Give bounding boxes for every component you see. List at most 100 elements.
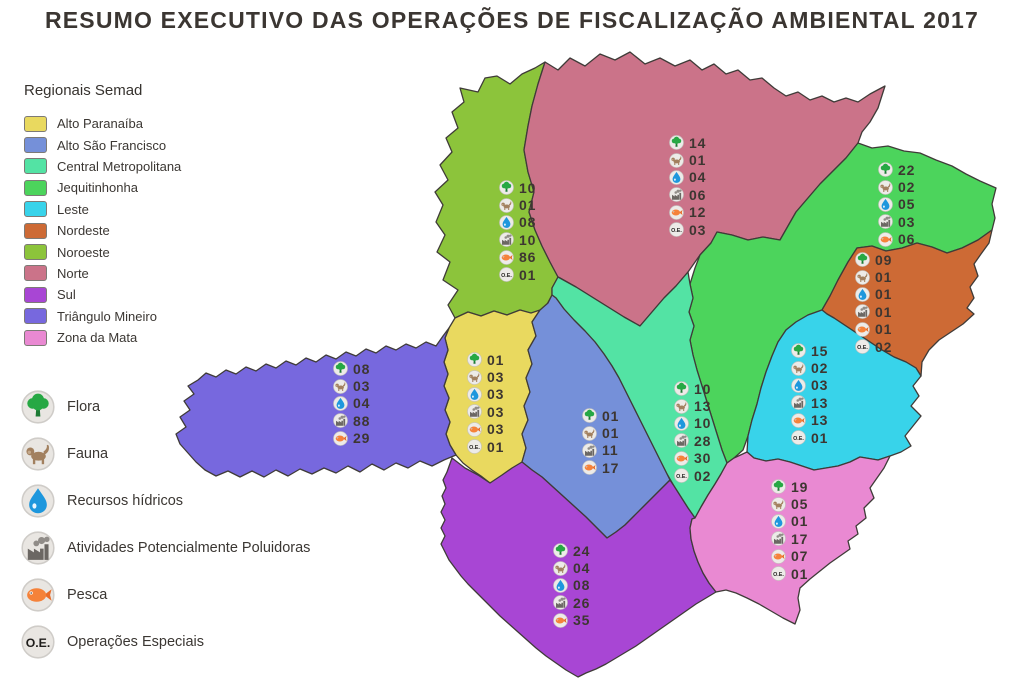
stat-row: 03	[467, 403, 504, 420]
stat-value: 01	[875, 286, 893, 303]
stat-value: 06	[689, 186, 707, 203]
stat-value: 13	[811, 412, 829, 429]
stat-row: 13	[791, 412, 828, 429]
flora-icon	[791, 343, 806, 359]
fauna-icon	[878, 179, 893, 195]
stat-value: 06	[898, 231, 916, 248]
stat-row: 04	[669, 169, 706, 186]
atividades-icon	[553, 595, 568, 611]
stat-row: 30	[674, 450, 711, 467]
stat-value: 35	[573, 612, 591, 629]
stat-row: 01	[855, 286, 892, 303]
icon-label: Fauna	[67, 446, 109, 462]
stat-value: 05	[898, 196, 916, 213]
stat-row: 01	[855, 303, 892, 320]
pesca-icon	[333, 430, 348, 446]
fauna-icon	[553, 560, 568, 576]
stat-row: 24	[553, 542, 590, 559]
stat-row: 10	[499, 179, 536, 196]
region-label: Zona da Mata	[57, 330, 138, 346]
stat-value: 03	[487, 369, 505, 386]
stat-row: 26	[553, 594, 590, 611]
stat-value: 30	[694, 450, 712, 467]
region-stats-alto-paranaiba: 01 03 03 03 03 01	[467, 351, 504, 455]
region-stats-sul: 24 04 08 26 35	[553, 542, 590, 629]
icon-label: Atividades Potencialmente Poluidoras	[67, 540, 311, 556]
fauna-icon	[771, 496, 786, 512]
stat-value: 86	[519, 249, 537, 266]
region-zona-da-mata	[689, 451, 891, 625]
pesca-icon	[553, 612, 568, 628]
stat-value: 03	[487, 386, 505, 403]
fauna-icon	[333, 378, 348, 394]
stat-row: 03	[467, 421, 504, 438]
stat-value: 24	[573, 542, 591, 559]
stat-value: 07	[791, 548, 809, 565]
icon-label: Operações Especiais	[67, 634, 205, 650]
region-triangulo-mineiro	[175, 327, 457, 478]
region-stats-triangulo-mineiro: 08 03 04 88 29	[333, 360, 370, 447]
stat-value: 01	[811, 429, 829, 446]
region-color-swatch	[24, 286, 47, 303]
stat-row: 22	[878, 161, 915, 178]
fauna-icon	[582, 425, 597, 441]
stat-row: 01	[499, 196, 536, 213]
fauna-icon	[855, 269, 870, 285]
stat-value: 01	[519, 197, 537, 214]
region-label: Leste	[57, 201, 89, 217]
recursos-hidricos-icon	[771, 514, 786, 529]
pesca-icon	[21, 578, 55, 612]
stat-row: 03	[669, 221, 706, 238]
stat-value: 02	[898, 179, 916, 196]
region-color-swatch	[24, 201, 47, 218]
recursos-hidricos-icon	[669, 170, 684, 185]
stat-row: 05	[878, 196, 915, 213]
stat-value: 10	[519, 231, 537, 248]
legend-icon-row: Operações Especiais	[21, 625, 310, 659]
legend-region-row: Zona da Mata	[24, 327, 181, 348]
atividades-icon	[669, 187, 684, 203]
fauna-icon	[791, 360, 806, 376]
region-label: Central Metropolitana	[57, 158, 182, 174]
stat-value: 10	[519, 179, 537, 196]
recursos-hidricos-icon	[553, 578, 568, 593]
region-stats-norte: 14 01 04 06 12 03	[669, 134, 706, 238]
stat-row: 01	[669, 151, 706, 168]
flora-icon	[878, 162, 893, 178]
stat-row: 04	[333, 395, 370, 412]
stat-row: 17	[771, 530, 808, 547]
stat-value: 01	[602, 425, 620, 442]
stat-value: 13	[694, 398, 712, 415]
stat-value: 01	[602, 407, 620, 424]
stat-value: 01	[791, 565, 809, 582]
stat-value: 14	[689, 134, 707, 151]
fauna-icon	[467, 369, 482, 385]
atividades-icon	[771, 531, 786, 547]
legend-region-row: Alto Paranaíba	[24, 113, 181, 134]
region-stats-leste: 15 02 03 13 13 01	[791, 342, 828, 446]
region-label: Triângulo Mineiro	[57, 308, 157, 324]
stat-value: 04	[353, 395, 371, 412]
recursos-hidricos-icon	[878, 197, 893, 212]
region-color-swatch	[24, 179, 47, 196]
stat-row: 02	[878, 178, 915, 195]
stat-value: 11	[602, 442, 619, 459]
region-color-swatch	[24, 158, 47, 175]
atividades-icon	[855, 304, 870, 320]
stat-row: 01	[771, 513, 808, 530]
region-label: Alto Paranaíba	[57, 116, 144, 132]
stat-value: 08	[519, 214, 537, 231]
stat-value: 03	[811, 377, 829, 394]
flora-icon	[499, 180, 514, 196]
recursos-hidricos-icon	[791, 378, 806, 393]
stat-value: 01	[791, 513, 809, 530]
stat-row: 13	[674, 397, 711, 414]
legend-region-row: Sul	[24, 284, 181, 305]
stat-value: 01	[519, 266, 537, 283]
stat-row: 08	[333, 360, 370, 377]
atividades-icon	[499, 232, 514, 248]
operacoes-especiais-icon	[771, 566, 786, 581]
stat-row: 10	[674, 415, 711, 432]
stat-row: 01	[855, 321, 892, 338]
